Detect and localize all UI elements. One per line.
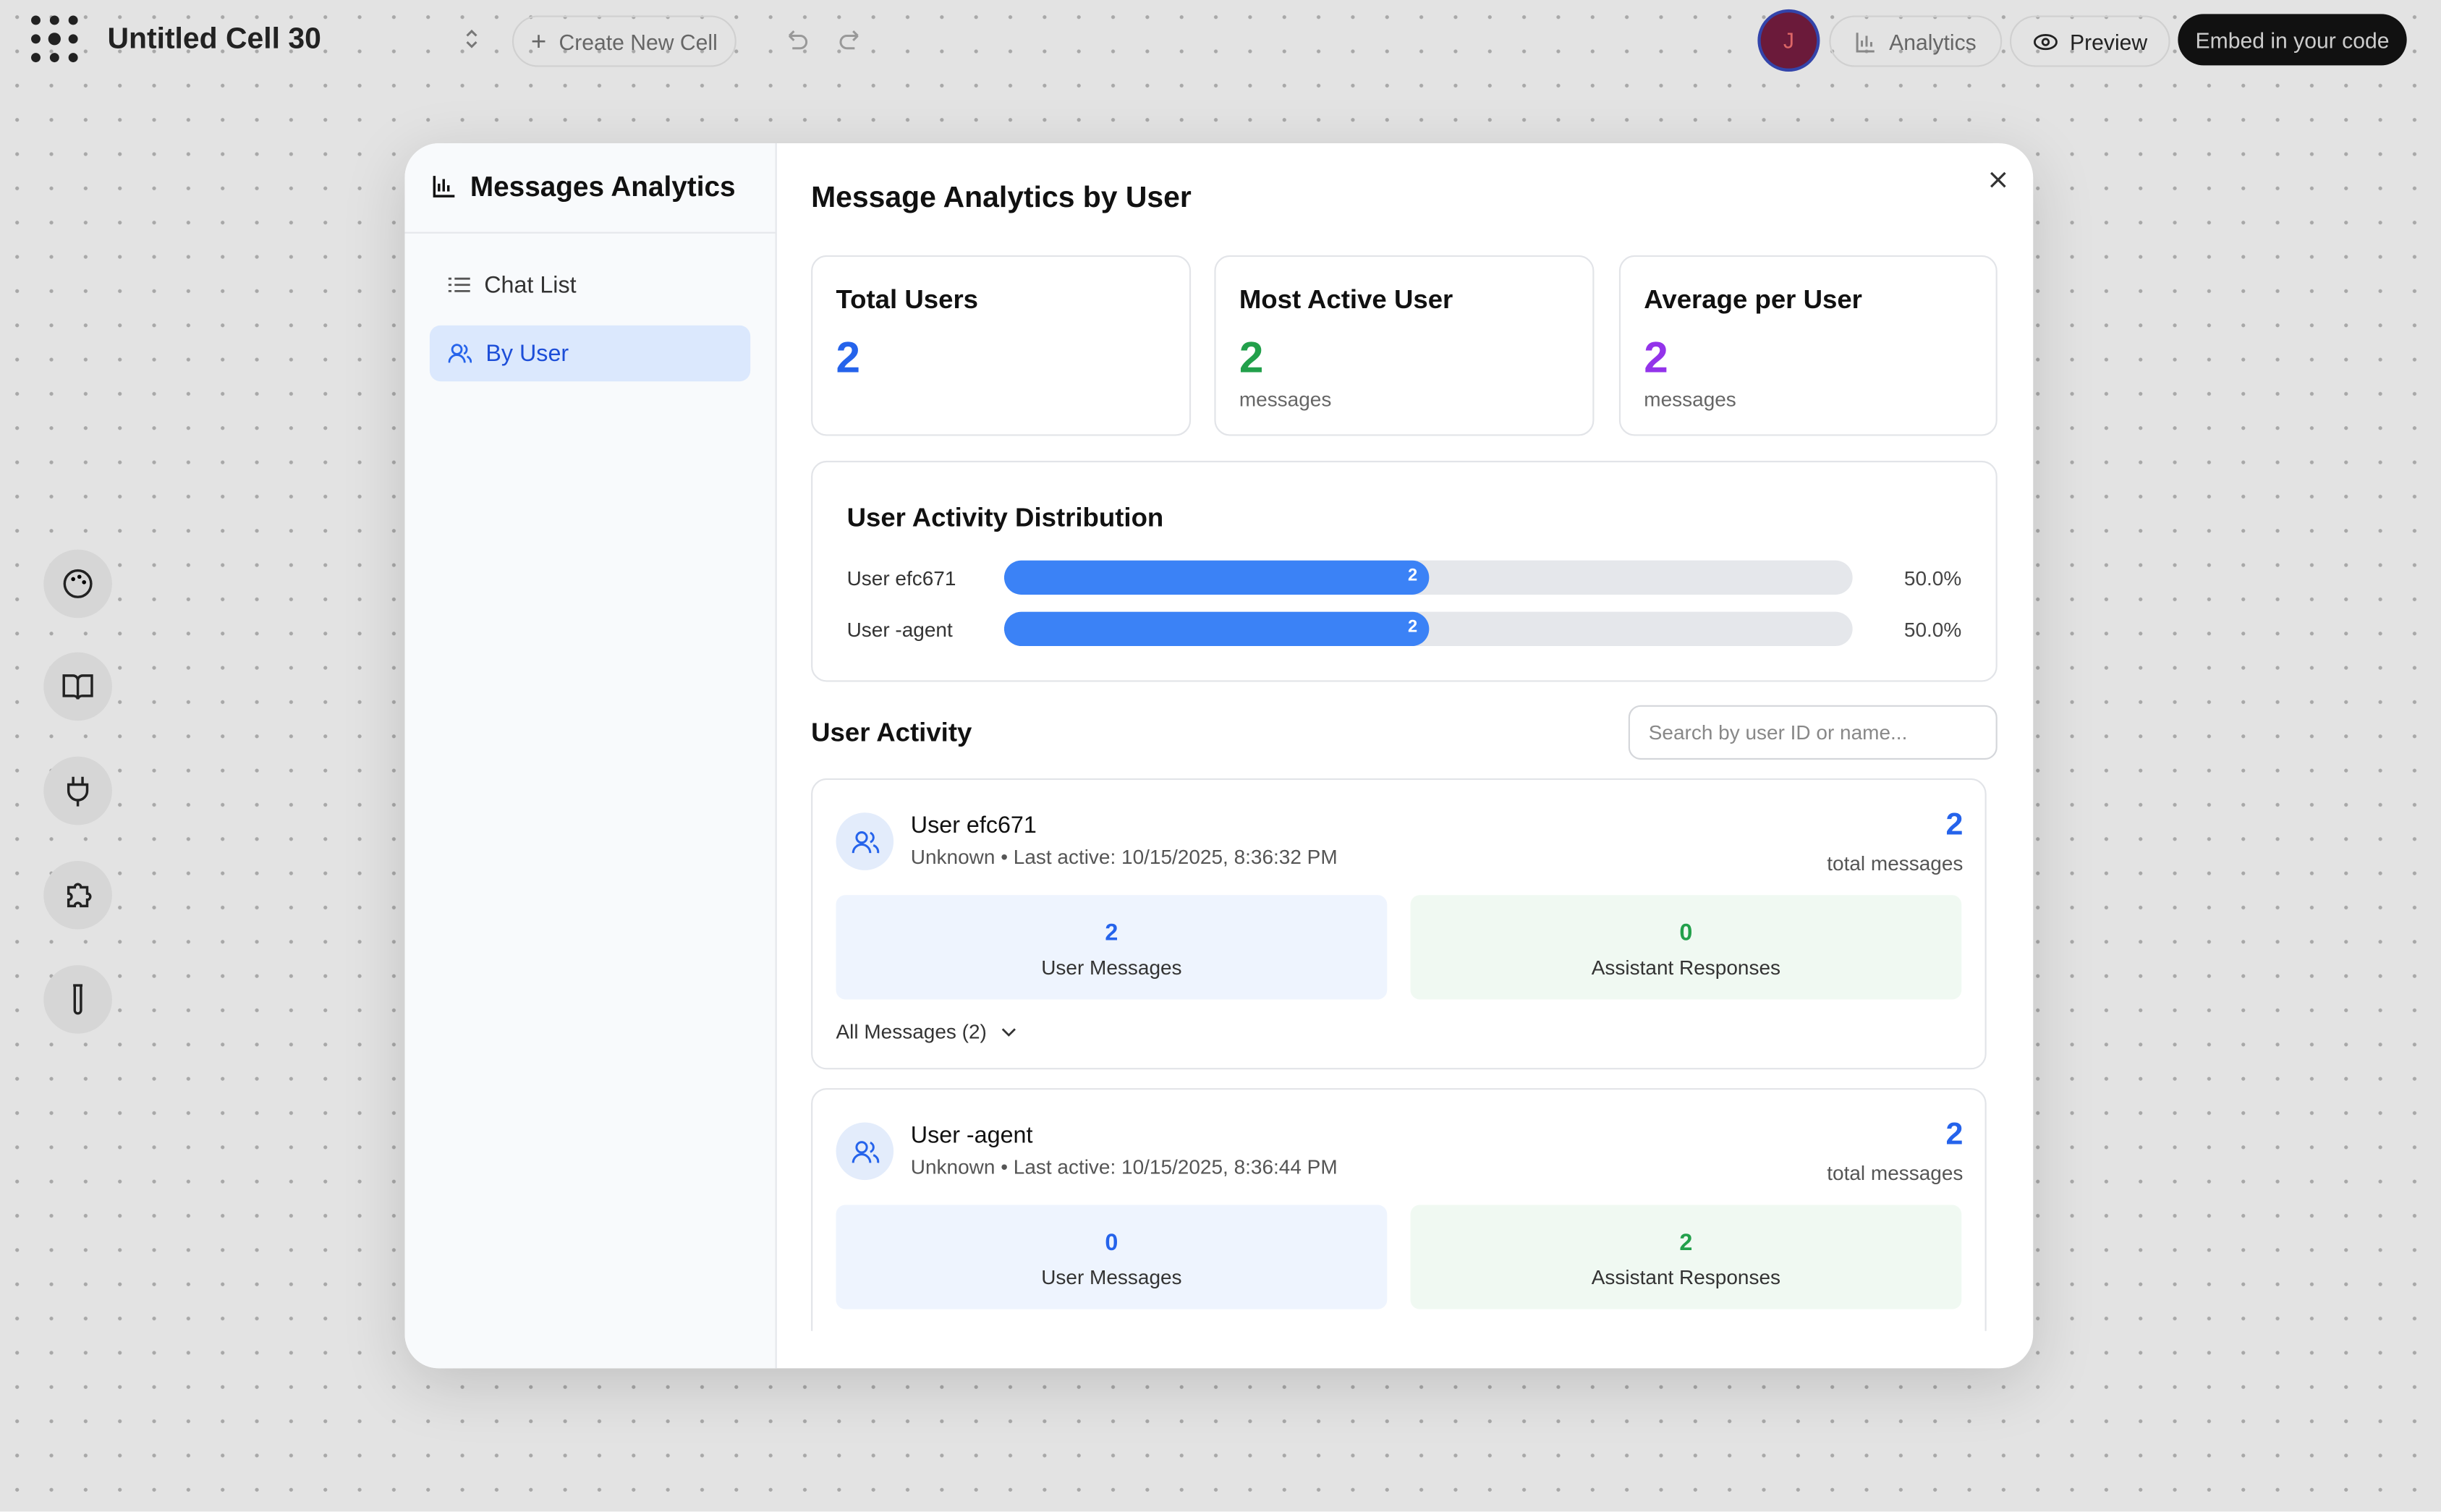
test-icon[interactable]: [43, 965, 112, 1034]
bar-track: 2: [1003, 560, 1853, 595]
activity-title: User Activity: [811, 717, 972, 747]
nav-label: By User: [485, 340, 569, 367]
distribution-card: User Activity Distribution User efc671 2…: [811, 460, 1998, 682]
tile-label: User Messages: [1041, 956, 1182, 980]
user-detail: Unknown • Last active: 10/15/2025, 8:36:…: [910, 845, 1338, 869]
undo-redo[interactable]: [783, 27, 864, 51]
bar: 2: [1003, 560, 1429, 595]
assistant-tile: 2 Assistant Responses: [1410, 1205, 1962, 1309]
user-total-label: total messages: [1827, 1161, 1964, 1185]
stat-title: Most Active User: [1239, 284, 1453, 315]
tile-label: Assistant Responses: [1591, 956, 1781, 980]
sidebar-title: Messages Analytics: [470, 171, 736, 203]
tile-label: User Messages: [1041, 1265, 1182, 1289]
bar-track: 2: [1003, 611, 1853, 646]
stat-value: 2: [1644, 333, 1668, 382]
user-name: User efc671: [910, 812, 1037, 839]
stat-value: 2: [1239, 333, 1264, 382]
bar-count: 2: [1408, 566, 1418, 586]
modal-sidebar: Messages Analytics Chat List By User: [404, 143, 777, 1369]
preview-button[interactable]: Preview: [2009, 15, 2170, 67]
user-total: 2: [1945, 1117, 1964, 1152]
cell-title[interactable]: Untitled Cell 30: [107, 23, 321, 56]
row-name: User -agent: [846, 618, 953, 642]
stat-unit: messages: [1644, 387, 1736, 412]
bar-count: 2: [1408, 618, 1418, 637]
create-label: Create New Cell: [559, 28, 718, 54]
nav-item[interactable]: Chat List: [430, 258, 750, 311]
stat-value: 2: [836, 333, 861, 382]
embed-button[interactable]: Embed in your code: [2178, 14, 2407, 66]
distribution-title: User Activity Distribution: [846, 503, 1164, 532]
user-total: 2: [1945, 807, 1964, 843]
preview-label: Preview: [2070, 28, 2148, 54]
row-percent: 50.0%: [1903, 566, 1962, 590]
title-chevron[interactable]: [462, 27, 481, 51]
tile-value: 0: [1679, 919, 1693, 947]
stat-unit: messages: [1239, 387, 1332, 412]
row-name: User efc671: [846, 566, 956, 590]
stat-card: Most Active User 2 messages: [1214, 255, 1595, 436]
nav-label: Chat List: [484, 271, 577, 299]
toggle-label: All Messages (2): [836, 1019, 987, 1043]
stat-title: Average per User: [1644, 284, 1862, 315]
row-percent: 50.0%: [1903, 618, 1962, 642]
user-card: User efc671 Unknown • Last active: 10/15…: [811, 778, 1987, 1070]
stat-title: Total Users: [836, 284, 979, 315]
main-title: Message Analytics by User: [811, 182, 1192, 215]
modal-content: Message Analytics by User Total Users 2 …: [777, 143, 2034, 1331]
plugin-icon[interactable]: [43, 860, 112, 930]
nav-item-active[interactable]: By User: [429, 325, 751, 382]
avatar[interactable]: J: [1757, 9, 1820, 72]
plug-icon[interactable]: [43, 756, 112, 825]
theme-icon[interactable]: [43, 549, 112, 619]
all-messages-toggle[interactable]: All Messages (2): [836, 1019, 1016, 1043]
assistant-tile: 0 Assistant Responses: [1410, 895, 1962, 1000]
stat-card: Average per User 2 messages: [1618, 255, 1998, 436]
user-detail: Unknown • Last active: 10/15/2025, 8:36:…: [910, 1155, 1338, 1178]
analytics-label: Analytics: [1889, 28, 1977, 54]
chart-icon: [433, 176, 455, 198]
tile-label: Assistant Responses: [1591, 1265, 1781, 1289]
logo: [31, 15, 78, 63]
user-total-label: total messages: [1827, 851, 1964, 875]
close-button[interactable]: [1990, 171, 2007, 189]
user-messages-tile: 2 User Messages: [836, 895, 1388, 1000]
user-messages-tile: 0 User Messages: [836, 1205, 1388, 1309]
user-name: User -agent: [910, 1122, 1033, 1150]
bar: 2: [1003, 611, 1429, 646]
tile-value: 2: [1105, 919, 1118, 947]
analytics-button[interactable]: Analytics: [1829, 15, 2003, 67]
docs-icon[interactable]: [43, 652, 112, 721]
stat-card: Total Users 2: [811, 255, 1192, 436]
search-input[interactable]: Search by user ID or name...: [1628, 705, 1998, 760]
tile-value: 2: [1679, 1229, 1693, 1257]
user-card: User -agent Unknown • Last active: 10/15…: [811, 1088, 1987, 1331]
create-button[interactable]: + Create New Cell: [511, 15, 736, 67]
analytics-modal: Messages Analytics Chat List By User Mes…: [404, 143, 2034, 1369]
tile-value: 0: [1105, 1229, 1118, 1257]
